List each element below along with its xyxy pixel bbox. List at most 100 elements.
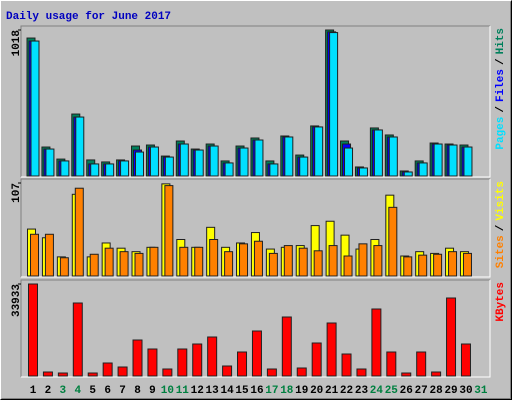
bar xyxy=(373,129,383,177)
x-tick-label: 4 xyxy=(74,385,81,397)
bar xyxy=(388,136,398,177)
bar xyxy=(87,372,98,377)
legend: KBytes xyxy=(495,282,507,322)
x-tick-label: 22 xyxy=(340,385,353,397)
bar xyxy=(358,167,368,177)
bar xyxy=(356,368,367,377)
bar xyxy=(266,368,277,377)
bar xyxy=(388,206,398,277)
bar xyxy=(371,308,382,377)
x-tick-label: 1 xyxy=(30,385,37,397)
x-tick-label: 26 xyxy=(400,385,413,397)
x-tick-label: 17 xyxy=(265,385,278,397)
bar xyxy=(462,252,472,277)
bar xyxy=(418,162,428,177)
legend: Sites / Visits xyxy=(495,181,507,268)
bar xyxy=(209,145,219,177)
panel-frame-dark xyxy=(20,178,490,277)
legend-entry: KBytes xyxy=(495,282,507,322)
bar xyxy=(72,302,83,377)
bar xyxy=(313,250,323,277)
bar xyxy=(120,160,130,177)
bar xyxy=(207,336,218,377)
bar xyxy=(74,187,84,277)
x-tick-label: 13 xyxy=(206,385,220,397)
x-tick-label: 29 xyxy=(444,385,457,397)
bar xyxy=(314,126,324,177)
bar xyxy=(45,148,55,177)
legend-separator: / xyxy=(495,58,507,65)
bar xyxy=(433,143,443,177)
chart-title: Daily usage for June 2017 xyxy=(6,11,171,23)
bar xyxy=(254,139,264,177)
bar xyxy=(268,252,278,277)
bar xyxy=(132,339,143,377)
bar xyxy=(463,146,473,177)
bar xyxy=(75,116,85,177)
x-tick-label: 28 xyxy=(430,385,444,397)
bar xyxy=(448,144,458,177)
bar xyxy=(162,368,173,377)
bar xyxy=(105,163,115,177)
x-tick-label: 3 xyxy=(60,385,67,397)
bar xyxy=(237,351,248,377)
x-tick-label: 31 xyxy=(474,385,488,397)
panel-frame-dark xyxy=(20,279,490,377)
bar xyxy=(60,160,70,177)
bar xyxy=(311,342,322,377)
bar xyxy=(344,147,354,177)
bar xyxy=(149,246,159,277)
bar xyxy=(119,251,129,277)
x-tick-label: 7 xyxy=(119,385,126,397)
y-tick-label: 1018 xyxy=(11,30,23,57)
y-tick-label: 33933 xyxy=(11,284,23,317)
x-tick-label: 8 xyxy=(134,385,141,397)
legend-separator: / xyxy=(495,224,507,231)
x-tick-label: 11 xyxy=(176,385,190,397)
x-tick-label: 25 xyxy=(385,385,399,397)
legend: Pages / Files / Hits xyxy=(495,28,507,150)
x-tick-label: 21 xyxy=(325,385,339,397)
legend-entry: Pages xyxy=(495,117,507,150)
bar xyxy=(448,251,458,277)
bar xyxy=(433,253,443,277)
x-tick-label: 5 xyxy=(89,385,96,397)
bar xyxy=(326,322,337,377)
bar xyxy=(253,240,263,277)
panel-frame-light xyxy=(21,26,491,178)
y-tick-label: 107 xyxy=(11,183,23,203)
bar xyxy=(416,351,427,377)
legend-entry: Hits xyxy=(495,28,507,54)
x-tick-label: 9 xyxy=(149,385,156,397)
bar xyxy=(135,151,145,177)
bar xyxy=(296,367,307,377)
bar xyxy=(299,156,309,177)
x-tick-label: 20 xyxy=(310,385,323,397)
bar xyxy=(341,353,352,377)
x-tick-label: 16 xyxy=(250,385,263,397)
bar xyxy=(59,257,69,277)
bar xyxy=(239,147,249,177)
panel-frame-dark xyxy=(20,25,490,177)
bar xyxy=(90,163,100,177)
bar xyxy=(164,185,174,277)
x-tick-label: 12 xyxy=(191,385,204,397)
legend-separator: / xyxy=(495,106,507,113)
x-tick-label: 27 xyxy=(415,385,428,397)
bar xyxy=(102,362,113,377)
bar xyxy=(194,149,204,177)
bar xyxy=(177,348,188,377)
bar xyxy=(329,32,339,177)
bar xyxy=(298,247,308,277)
x-tick-label: 2 xyxy=(45,385,52,397)
bar xyxy=(89,253,99,277)
bar xyxy=(30,40,40,177)
x-tick-label: 15 xyxy=(235,385,249,397)
x-tick-label: 6 xyxy=(104,385,111,397)
bar xyxy=(104,247,114,277)
bar xyxy=(403,171,413,177)
bar xyxy=(269,163,279,177)
